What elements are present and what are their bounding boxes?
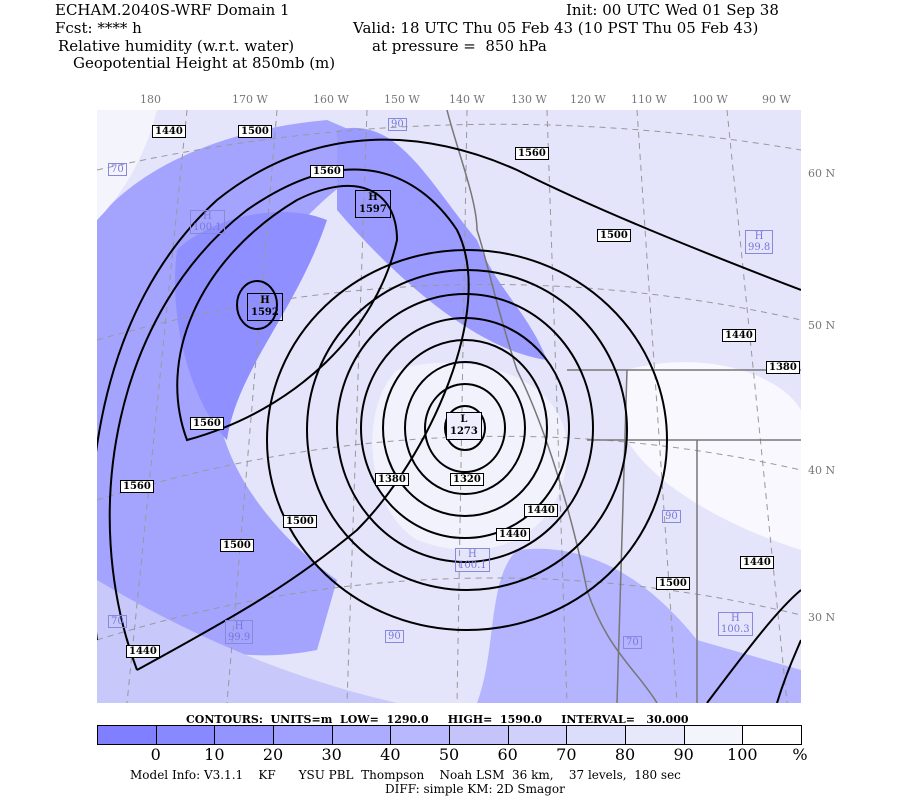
lon-label: 100 W (692, 93, 728, 106)
contour-label: 1500 (238, 125, 272, 138)
colorbar-label: 90 (673, 745, 694, 764)
contour-label: 1440 (152, 125, 186, 138)
rh-label: 70 (108, 615, 127, 628)
contour-label: 1440 (524, 504, 558, 517)
field-height: Geopotential Height at 850mb (m) (73, 54, 336, 72)
dry-northwest (97, 110, 157, 220)
height-contours (97, 138, 801, 703)
moist-south-west (97, 580, 397, 703)
colorbar-cell (566, 725, 626, 745)
contour-label: 1440 (740, 556, 774, 569)
lon-label: 130 W (511, 93, 547, 106)
center-value: 1273 (450, 426, 478, 437)
rh-label: 90 (662, 510, 681, 523)
colorbar-label: 80 (614, 745, 636, 764)
contour-label: 1500 (220, 539, 254, 552)
colorbar-cell (449, 725, 509, 745)
rh-label: H 100.1 (455, 548, 490, 572)
lon-label: 140 W (449, 93, 485, 106)
rh-label: 70 (623, 636, 642, 649)
coastlines (446, 110, 801, 703)
lat-label: 50 N (808, 319, 836, 332)
contour-label: 1380 (766, 361, 800, 374)
lon-label: 180 (140, 93, 161, 106)
contour-label: 1440 (496, 528, 530, 541)
lon-label: 90 W (762, 93, 791, 106)
colorbar-label: 10 (204, 745, 225, 764)
center-type: H (368, 192, 378, 203)
dry-low-center (372, 362, 567, 550)
contour-label: 1440 (126, 645, 160, 658)
rh-label: H 100.1 (190, 210, 225, 234)
contour-label: 1560 (310, 165, 344, 178)
colorbar-cell (390, 725, 450, 745)
lon-label: 110 W (631, 93, 667, 106)
contour-label: 1440 (722, 329, 756, 342)
contour-label: 1500 (656, 577, 690, 590)
lon-label: 120 W (570, 93, 606, 106)
forecast-hour: Fcst: **** h (55, 19, 142, 37)
valid-time: Valid: 18 UTC Thu 05 Feb 43 (10 PST Thu … (353, 19, 759, 37)
init-time: Init: 00 UTC Wed 01 Sep 38 (566, 1, 779, 19)
contour-label: 1560 (120, 480, 154, 493)
graticule (97, 110, 801, 703)
colorbar-unit: % (792, 745, 808, 764)
moist-band-north (337, 127, 547, 361)
rh-label: H 99.9 (225, 620, 254, 644)
colorbar-cell (742, 725, 802, 745)
colorbar-cell (625, 725, 685, 745)
colorbar-label: 70 (556, 745, 577, 764)
center-type: L (460, 414, 468, 425)
rh-label: 90 (385, 630, 404, 643)
rh-label: 70 (108, 163, 127, 176)
model-title: ECHAM.2040S-WRF Domain 1 (55, 1, 290, 19)
map-plot (97, 110, 801, 703)
rh-label: H 100.3 (718, 612, 753, 636)
colorbar-cell (155, 725, 216, 745)
colorbar-label: 0 (150, 745, 161, 764)
model-info: Model Info: V3.1.1 KF YSU PBL Thompson N… (130, 768, 681, 782)
contour-label: 1500 (283, 515, 317, 528)
lon-label: 150 W (384, 93, 420, 106)
colorbar-label: 30 (321, 745, 342, 764)
center-type: H (260, 295, 270, 306)
contour-label: 1320 (450, 473, 484, 486)
rh-label: 90 (388, 118, 407, 131)
colorbar-cell (273, 725, 333, 745)
contour-label: 1560 (515, 147, 549, 160)
diff-info: DIFF: simple KM: 2D Smagor (385, 782, 565, 796)
lat-label: 40 N (808, 464, 836, 477)
rh-label: H 99.8 (745, 230, 774, 254)
pressure-level: at pressure = 850 hPa (372, 37, 547, 55)
contour-label: 1560 (190, 417, 224, 430)
colorbar-cell (507, 725, 568, 745)
colorbar-cell (97, 725, 157, 745)
lon-label: 170 W (232, 93, 268, 106)
pressure-center-H: H 1592 (247, 293, 283, 321)
colorbar-label: 100 (727, 745, 758, 764)
pressure-center-H: H 1597 (355, 190, 391, 218)
colorbar-label: 50 (438, 745, 460, 764)
lat-label: 60 N (808, 167, 836, 180)
center-value: 1592 (251, 307, 279, 318)
moist-core (175, 211, 327, 440)
center-value: 1597 (359, 204, 387, 215)
colorbar-label: 40 (380, 745, 401, 764)
contour-label: 1500 (597, 229, 631, 242)
pressure-center-L: L 1273 (446, 412, 482, 440)
colorbar-label: 60 (497, 745, 518, 764)
field-rh: Relative humidity (w.r.t. water) (58, 37, 295, 55)
colorbar-label: 20 (262, 745, 284, 764)
colorbar-cell (214, 725, 274, 745)
colorbar-cell (331, 725, 392, 745)
contours-info: CONTOURS: UNITS=m LOW= 1290.0 HIGH= 1590… (186, 713, 689, 726)
colorbar-cell (683, 725, 744, 745)
contour-label: 1380 (375, 473, 409, 486)
lon-label: 160 W (313, 93, 349, 106)
moist-south (477, 548, 801, 703)
lat-label: 30 N (808, 611, 836, 624)
